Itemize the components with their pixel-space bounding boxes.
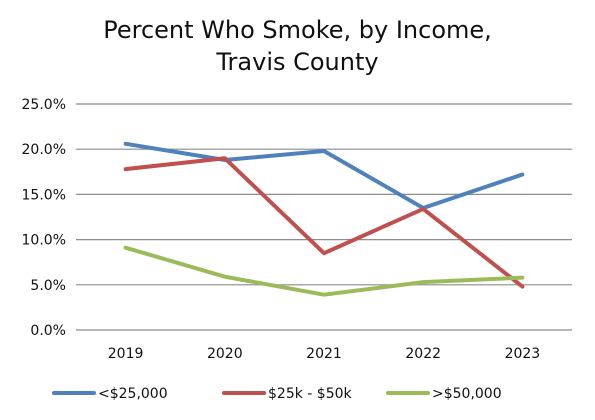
y-tick-label: 20.0% [22,142,66,158]
y-tick-label: 15.0% [22,187,66,203]
chart-title-line-2: Travis County [216,48,379,76]
x-tick-label: 2019 [108,346,144,362]
x-tick-label: 2022 [405,346,441,362]
series-line [123,141,525,210]
series-lines [123,141,525,297]
x-tick-label: 2020 [207,346,243,362]
chart-title: Percent Who Smoke, by Income, Travis Cou… [0,14,595,78]
chart-title-line-1: Percent Who Smoke, by Income, [103,16,492,44]
x-axis-tick-labels: 2019 2020 2021 2022 2023 [108,346,540,362]
series-line [123,156,525,289]
y-tick-label: 10.0% [22,233,66,249]
series-line [123,245,525,297]
y-tick-label: 25.0% [22,97,66,113]
x-tick-label: 2023 [505,346,541,362]
y-tick-label: 5.0% [30,278,66,294]
y-axis-tick-labels: 0.0% 5.0% 10.0% 15.0% 20.0% 25.0% [22,97,66,339]
y-tick-label: 0.0% [30,323,66,339]
legend-label: $25k - $50k [268,386,353,402]
legend-label: <$25,000 [98,386,168,402]
legend-label: >$50,000 [432,386,502,402]
legend: <$25,000 $25k - $50k >$50,000 [52,386,502,402]
x-tick-label: 2021 [306,346,342,362]
